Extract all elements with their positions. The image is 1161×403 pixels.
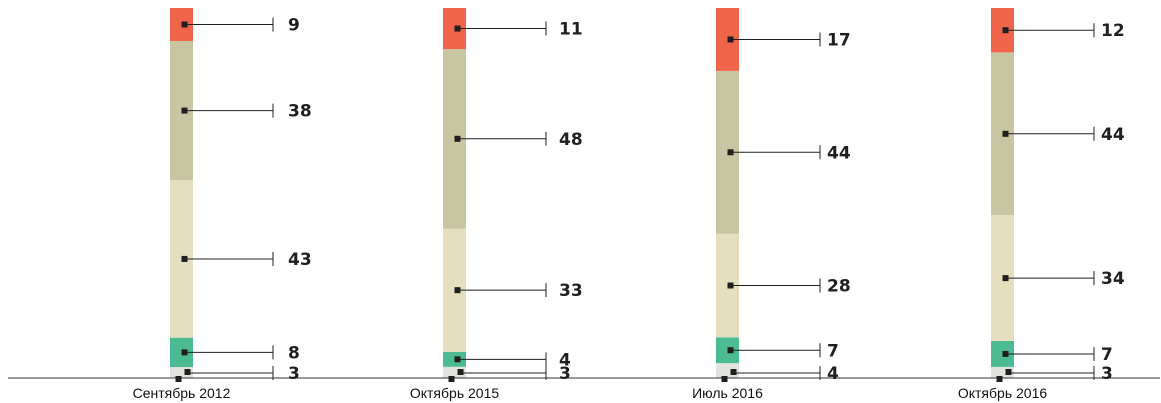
data-label: 43 [288,250,312,270]
leader-dot [1005,369,1012,375]
category-label: Октябрь 2016 [958,385,1048,401]
data-label: 4 [827,364,839,384]
data-label: 44 [1101,125,1125,145]
category-label: Сентябрь 2012 [133,385,231,401]
leader-dot [175,376,182,382]
data-label: 48 [559,130,583,150]
data-label: 34 [1101,269,1125,289]
data-label: 3 [559,364,571,384]
category-labels-layer: Сентябрь 2012 Октябрь 2015 Июль 2016 Октябр… [133,385,1048,401]
data-label: 17 [827,30,851,50]
leader-dot [721,376,728,382]
bar-segment [170,367,193,378]
data-label: 12 [1101,21,1125,41]
data-label: 38 [288,102,312,122]
bar-segment [443,366,466,378]
data-label: 11 [559,20,583,40]
data-label: 3 [1101,364,1113,384]
leader-dot [730,369,737,375]
data-label: 8 [288,343,300,363]
data-label: 7 [827,341,839,361]
category-label: Июль 2016 [692,385,763,401]
data-label: 4 [559,350,571,370]
data-label: 7 [1101,345,1113,365]
data-label: 44 [827,143,851,163]
leader-dot [457,369,464,375]
data-label: 33 [559,281,583,301]
leader-dot [184,369,191,375]
bar-segment [991,366,1014,378]
leader-dot [448,376,455,382]
category-label: Октябрь 2015 [410,385,500,401]
leader-dot [996,376,1003,382]
data-label: 3 [288,364,300,384]
data-label: 28 [827,277,851,297]
data-label: 9 [288,15,300,35]
bars-layer [170,8,1014,378]
